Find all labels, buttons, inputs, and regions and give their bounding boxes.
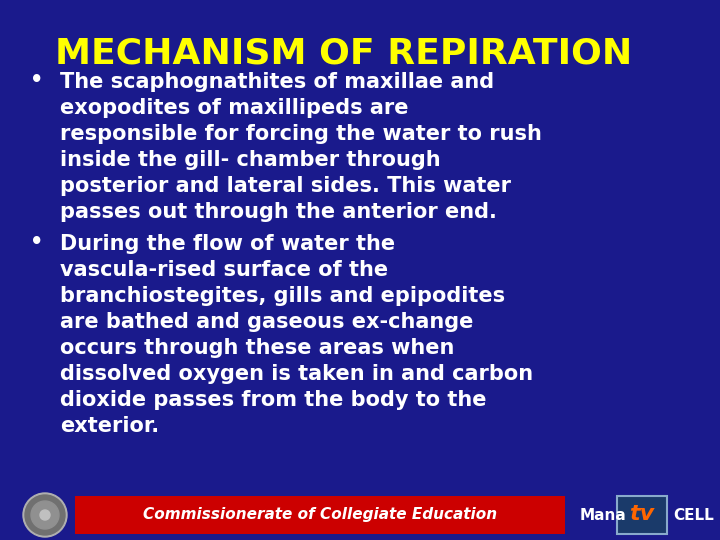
Text: dissolved oxygen is taken in and carbon: dissolved oxygen is taken in and carbon	[60, 364, 533, 384]
Text: During the flow of water the: During the flow of water the	[60, 234, 395, 254]
Text: branchiostegites, gills and epipodites: branchiostegites, gills and epipodites	[60, 286, 505, 306]
Circle shape	[23, 493, 67, 537]
Text: occurs through these areas when: occurs through these areas when	[60, 338, 454, 358]
Text: vascula-rised surface of the: vascula-rised surface of the	[60, 260, 388, 280]
Text: Mana: Mana	[580, 508, 626, 523]
FancyBboxPatch shape	[75, 496, 565, 534]
Circle shape	[31, 501, 59, 529]
Text: MECHANISM OF REPIRATION: MECHANISM OF REPIRATION	[55, 37, 632, 71]
Text: exterior.: exterior.	[60, 416, 159, 436]
Circle shape	[25, 495, 65, 535]
Text: CELL: CELL	[673, 508, 714, 523]
Text: •: •	[30, 232, 43, 252]
Text: inside the gill- chamber through: inside the gill- chamber through	[60, 150, 441, 170]
Text: responsible for forcing the water to rush: responsible for forcing the water to rus…	[60, 124, 542, 144]
Text: posterior and lateral sides. This water: posterior and lateral sides. This water	[60, 176, 511, 196]
FancyBboxPatch shape	[617, 496, 667, 534]
Text: Commissionerate of Collegiate Education: Commissionerate of Collegiate Education	[143, 508, 497, 523]
Text: passes out through the anterior end.: passes out through the anterior end.	[60, 202, 497, 222]
Text: exopodites of maxillipeds are: exopodites of maxillipeds are	[60, 98, 408, 118]
Text: dioxide passes from the body to the: dioxide passes from the body to the	[60, 390, 487, 410]
Text: are bathed and gaseous ex-change: are bathed and gaseous ex-change	[60, 312, 473, 332]
Text: The scaphognathites of maxillae and: The scaphognathites of maxillae and	[60, 72, 494, 92]
Text: tv: tv	[629, 504, 654, 524]
Text: •: •	[30, 70, 43, 90]
Circle shape	[40, 510, 50, 520]
